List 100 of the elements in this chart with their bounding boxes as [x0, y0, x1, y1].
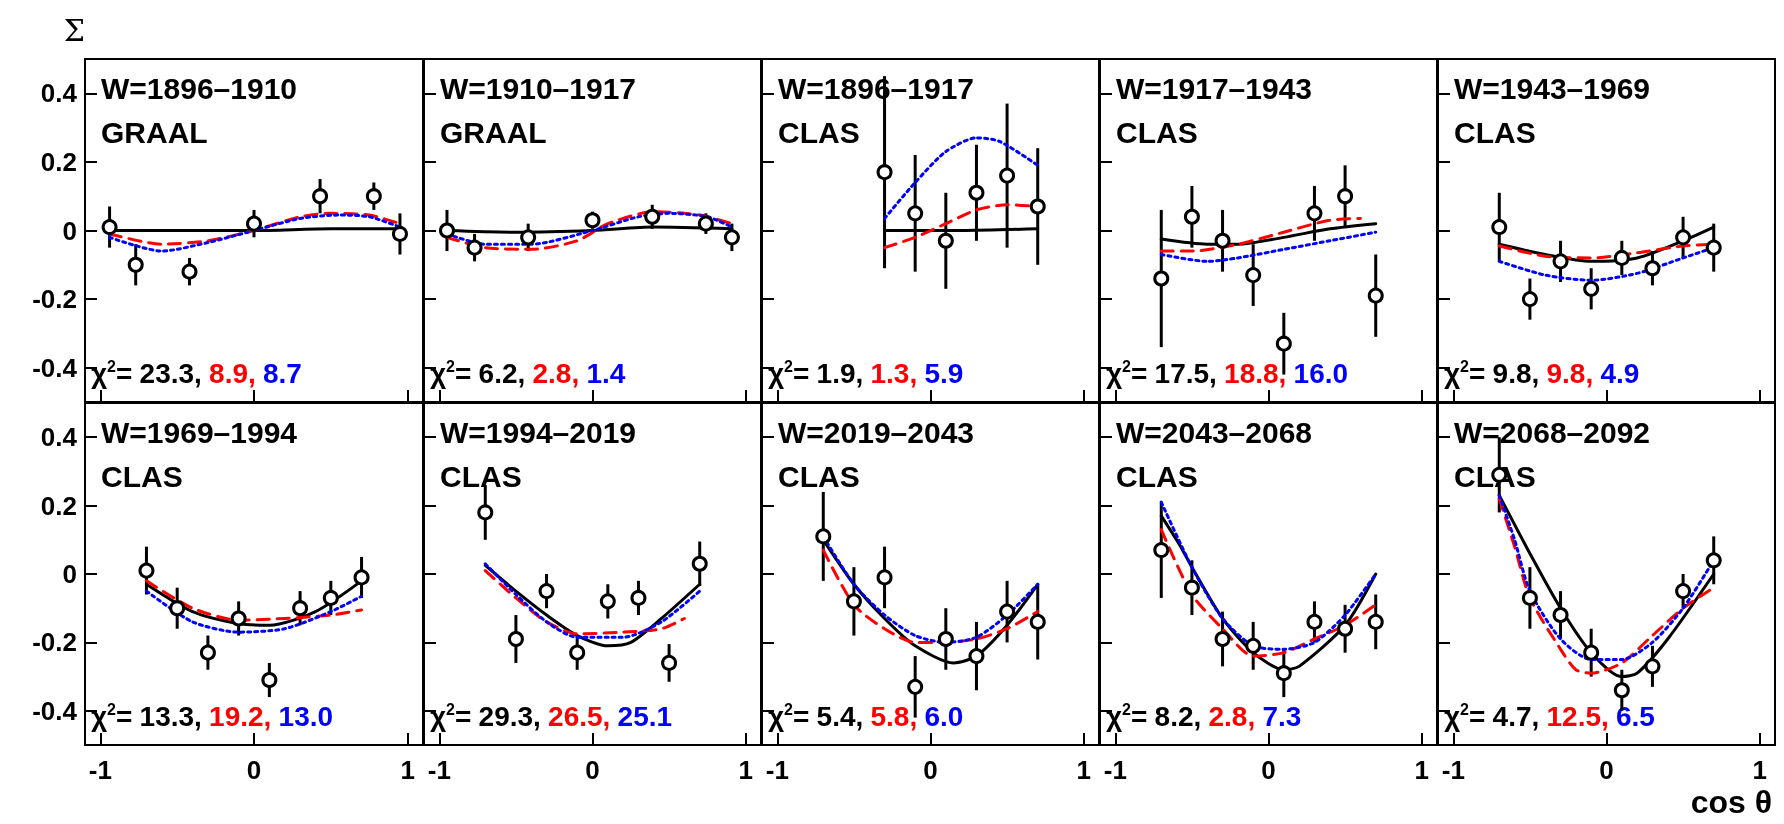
point: [1552, 253, 1569, 270]
point: [1675, 229, 1692, 246]
annotation: CLAS: [778, 115, 860, 149]
point: [661, 654, 678, 671]
point: [312, 188, 329, 205]
point: [1552, 607, 1569, 624]
point: [1153, 542, 1170, 559]
annotation: 13.0: [278, 700, 334, 732]
point: [507, 630, 524, 647]
annotation: 18.8,: [1224, 357, 1287, 389]
point: [999, 167, 1016, 184]
point: [815, 528, 832, 545]
x-tick-label: -1: [765, 755, 789, 785]
y-tick-label: 0: [62, 215, 77, 246]
x-tick-label: 0: [923, 755, 938, 785]
annotation: 1.3,: [870, 357, 918, 389]
annotation: 2.8,: [532, 357, 580, 389]
annotation: 25.1: [617, 700, 673, 732]
point: [520, 229, 537, 246]
annotation: 2.8,: [1208, 700, 1256, 732]
annotation: 26.5,: [548, 700, 611, 732]
point: [1275, 335, 1292, 352]
annotation: 5.9: [924, 357, 964, 389]
annotation: CLAS: [1454, 115, 1536, 149]
annotation: 5.4,: [816, 700, 864, 732]
point: [1306, 613, 1323, 630]
x-axis-title: cos θ: [1690, 784, 1772, 820]
point: [1367, 287, 1384, 304]
annotation: 1.4: [586, 357, 626, 389]
x-tick-label: 0: [585, 755, 600, 785]
annotation: 8.2,: [1154, 700, 1202, 732]
point: [1644, 260, 1661, 277]
annotation: 6.5: [1616, 700, 1655, 732]
annotation: W=2068–2092: [1454, 415, 1650, 449]
point: [1153, 270, 1170, 287]
x-tick-label: -1: [88, 755, 112, 785]
annotation: GRAAL: [440, 115, 547, 149]
y-tick-label: -0.2: [32, 627, 77, 658]
point: [691, 555, 708, 572]
x-tick-label: 1: [738, 755, 753, 785]
point: [907, 678, 924, 695]
point: [181, 263, 198, 280]
x-tick-label: 0: [246, 755, 262, 785]
point: [246, 215, 262, 232]
point: [1214, 630, 1231, 647]
annotation: 4.7,: [1492, 700, 1540, 732]
y-tick-label: 0.4: [40, 78, 78, 109]
y-tick-label: -0.4: [32, 695, 78, 726]
annotation: W=1943–1969: [1454, 71, 1650, 105]
point: [1367, 613, 1384, 630]
annotation: 8.7: [263, 357, 302, 389]
point: [876, 164, 893, 181]
point: [845, 593, 862, 610]
annotation: W=2043–2068: [1116, 415, 1312, 449]
point: [1491, 219, 1508, 236]
annotation: W=1969–1994: [101, 415, 298, 449]
point: [365, 188, 382, 205]
point: [723, 229, 740, 246]
x-tick-label: 0: [1261, 755, 1276, 785]
annotation: CLAS: [101, 459, 183, 493]
point: [907, 205, 924, 222]
point: [322, 589, 339, 606]
point: [599, 593, 616, 610]
y-tick-label: 0.4: [40, 422, 78, 453]
line-series: [144, 589, 364, 634]
annotation: W=2019–2043: [778, 415, 974, 449]
annotation: W=1910–1917: [440, 71, 636, 105]
point: [438, 222, 455, 239]
point: [968, 648, 985, 665]
point: [937, 232, 954, 249]
point: [391, 225, 408, 242]
point: [1613, 249, 1630, 266]
point: [937, 630, 954, 647]
x-tick-label: 1: [1752, 755, 1767, 785]
annotation: 6.2,: [478, 357, 526, 389]
annotation: 1.9,: [816, 357, 864, 389]
point: [1275, 665, 1292, 682]
point: [1337, 620, 1354, 637]
annotation: 4.9: [1600, 357, 1640, 389]
annotation: 9.8,: [1546, 357, 1594, 389]
x-tick-label: -1: [1441, 755, 1465, 785]
annotation: 19.2,: [209, 700, 272, 732]
point: [697, 215, 714, 232]
point: [230, 610, 247, 627]
point: [1245, 267, 1262, 284]
point: [1029, 198, 1046, 215]
point: [292, 600, 309, 617]
annotation: W=1994–2019: [440, 415, 636, 449]
annotation: CLAS: [1116, 459, 1198, 493]
annotation: 7.3: [1262, 700, 1302, 732]
annotation: CLAS: [440, 459, 522, 493]
annotation: GRAAL: [101, 115, 208, 149]
y-tick-label: -0.2: [32, 284, 77, 315]
point: [538, 583, 555, 600]
annotation: 5.8,: [870, 700, 918, 732]
point: [466, 239, 483, 256]
point: [138, 562, 155, 579]
point: [569, 644, 586, 661]
x-tick-label: 1: [400, 755, 415, 785]
point: [353, 569, 370, 586]
